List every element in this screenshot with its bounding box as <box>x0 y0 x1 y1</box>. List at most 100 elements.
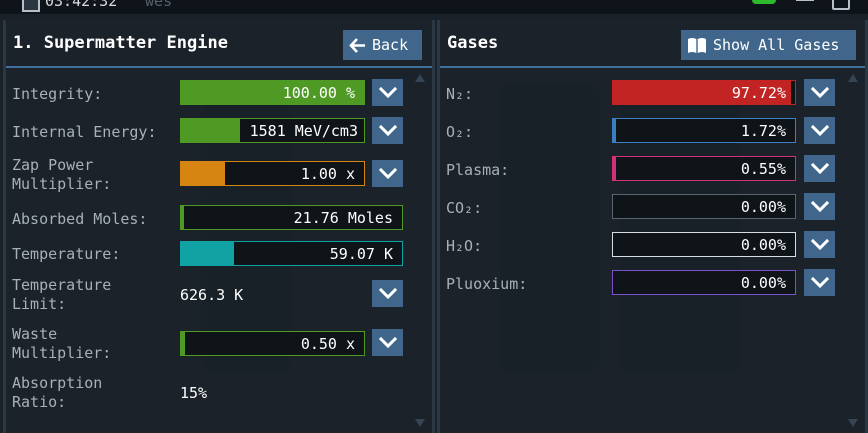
watermark-logo <box>500 83 600 373</box>
gas-row-plasma: Plasma: 0.55% <box>440 155 865 184</box>
row-label-line2: Limit: <box>12 295 67 313</box>
row-label: Absorbed Moles: <box>12 210 148 228</box>
gas-bar: 0.55% <box>612 156 796 181</box>
bar-value: 100.00 % <box>282 83 355 102</box>
temperature-row: Temperature: 59.07 K <box>6 240 432 268</box>
gas-label: H₂O: <box>446 237 483 255</box>
arrow-left-icon <box>349 37 365 53</box>
dropdown-toggle[interactable] <box>804 193 835 220</box>
bar-fill <box>613 81 791 104</box>
gas-label: Plasma: <box>446 161 510 179</box>
gas-label: N₂: <box>446 85 474 103</box>
panel-title: 1. Supermatter Engine <box>13 33 228 53</box>
internal-energy-bar: 1581 MeV/cm3 <box>180 118 365 143</box>
window-subtitle: wes <box>136 0 173 10</box>
dropdown-toggle[interactable] <box>372 79 403 106</box>
integrity-bar: 100.00 % <box>180 80 365 105</box>
panel-content: N₂: 97.72% O₂: 1.72% Plasma: 0.55% <box>440 68 865 433</box>
book-open-icon <box>688 37 706 53</box>
absorption-ratio-row: Absorption Ratio: 15% <box>6 374 432 414</box>
supermatter-panel: 1. Supermatter Engine Back Integrity: 10… <box>3 20 435 433</box>
waste-multiplier-bar: 0.50 x <box>180 331 365 356</box>
row-label-line1: Zap Power <box>12 156 94 174</box>
chevron-down-icon <box>378 167 397 180</box>
dropdown-toggle[interactable] <box>372 117 403 144</box>
bar-value: 59.07 K <box>329 244 393 263</box>
bar-fill <box>613 157 616 180</box>
gas-row-h2o: H₂O: 0.00% <box>440 231 865 260</box>
chevron-down-icon <box>810 200 829 213</box>
gas-value: 0.00% <box>740 235 786 254</box>
bar-fill <box>181 206 185 229</box>
row-label: Integrity: <box>12 85 103 103</box>
scrollbar[interactable] <box>848 68 862 433</box>
dropdown-toggle[interactable] <box>804 155 835 182</box>
row-label-line1: Temperature <box>12 276 112 294</box>
chevron-down-icon <box>810 162 829 175</box>
gas-value: 97.72% <box>731 83 786 102</box>
gas-bar: 0.00% <box>612 270 796 295</box>
scroll-down-icon[interactable] <box>848 419 858 427</box>
scroll-up-icon[interactable] <box>415 74 425 82</box>
bar-fill <box>181 81 364 104</box>
dropdown-toggle[interactable] <box>372 280 403 307</box>
bar-value: 21.76 Moles <box>293 208 393 227</box>
row-label-line2: Ratio: <box>12 393 67 411</box>
gas-label: CO₂: <box>446 199 483 217</box>
dropdown-toggle[interactable] <box>804 231 835 258</box>
bar-value: 1581 MeV/cm3 <box>249 121 358 140</box>
dropdown-toggle[interactable] <box>804 269 835 296</box>
gas-label: Pluoxium: <box>446 275 528 293</box>
dropdown-toggle[interactable] <box>804 79 835 106</box>
gas-row-n2: N₂: 97.72% <box>440 79 865 108</box>
row-label-line1: Absorption <box>12 374 103 392</box>
chevron-down-icon <box>378 86 397 99</box>
row-label: Temperature: <box>12 245 121 263</box>
dropdown-toggle[interactable] <box>372 329 403 356</box>
gas-row-co2: CO₂: 0.00% <box>440 193 865 222</box>
chevron-down-icon <box>378 287 397 300</box>
zap-power-multiplier-row: Zap Power Multiplier: 1.00 x <box>6 156 432 196</box>
gas-value: 0.55% <box>740 159 786 178</box>
temperature-limit-row: Temperature Limit: 626.3 K <box>6 276 432 316</box>
chevron-down-icon <box>378 336 397 349</box>
minimize-button[interactable] <box>796 0 814 1</box>
chevron-down-icon <box>810 276 829 289</box>
dropdown-toggle[interactable] <box>804 117 835 144</box>
scroll-up-icon[interactable] <box>848 74 858 82</box>
temperature-bar: 59.07 K <box>180 241 403 266</box>
internal-energy-row: Internal Energy: 1581 MeV/cm3 <box>6 117 432 146</box>
window-title: 03:42:32 <box>45 0 118 10</box>
watermark-logo <box>201 103 291 373</box>
dropdown-toggle[interactable] <box>372 160 403 187</box>
panel-content: Integrity: 100.00 % Internal Energy: 158… <box>6 68 432 433</box>
back-button[interactable]: Back <box>343 30 422 60</box>
scrollbar[interactable] <box>415 68 429 433</box>
show-all-gases-button[interactable]: Show All Gases <box>681 30 856 60</box>
window-icon <box>22 0 40 12</box>
absorbed-moles-bar: 21.76 Moles <box>180 205 403 230</box>
gas-label: O₂: <box>446 123 474 141</box>
panel-title: Gases <box>447 33 499 53</box>
close-button[interactable] <box>832 0 850 10</box>
row-label-line2: Multiplier: <box>12 344 112 362</box>
row-label: Internal Energy: <box>12 123 157 141</box>
absorption-ratio-value: 15% <box>180 384 208 402</box>
temperature-limit-value: 626.3 K <box>180 286 244 304</box>
bar-value: 0.50 x <box>300 334 355 353</box>
row-label-line1: Waste <box>12 325 58 343</box>
bar-fill <box>613 119 617 142</box>
gas-value: 1.72% <box>740 121 786 140</box>
gas-bar: 0.00% <box>612 232 796 257</box>
show-all-gases-label: Show All Gases <box>713 36 840 54</box>
gas-row-o2: O₂: 1.72% <box>440 117 865 146</box>
integrity-row: Integrity: 100.00 % <box>6 79 432 108</box>
gas-bar: 97.72% <box>612 80 796 105</box>
scroll-down-icon[interactable] <box>415 419 425 427</box>
bar-fill <box>181 119 240 142</box>
status-indicator-icon <box>752 0 776 4</box>
gases-panel: Gases Show All Gases N₂: 97.72% O₂: 1.72 <box>437 20 868 433</box>
gas-value: 0.00% <box>740 197 786 216</box>
bar-fill <box>181 162 225 185</box>
chevron-down-icon <box>810 238 829 251</box>
